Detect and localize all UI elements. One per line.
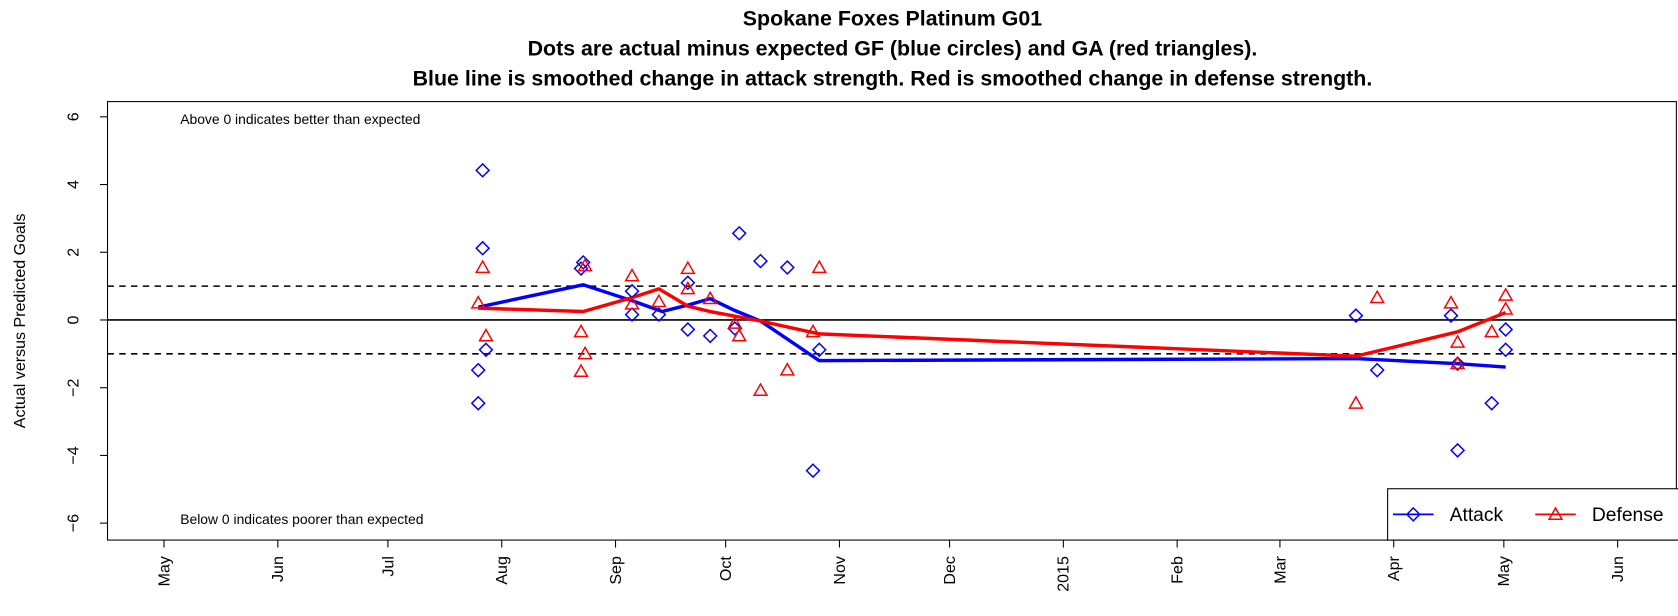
plot-frame: [106, 101, 1677, 541]
triangle-marker: [624, 296, 640, 310]
legend-label: Attack: [1450, 505, 1504, 526]
diamond-marker: [805, 463, 821, 479]
diamond-marker: [753, 253, 769, 269]
diamond-marker: [680, 321, 696, 337]
y-tick-label: −2: [65, 378, 83, 396]
x-tick-label: Mar: [1271, 555, 1289, 583]
x-tick-label: Jul: [379, 556, 397, 577]
y-axis-label: Actual versus Predicted Goals: [11, 213, 29, 428]
diamond-marker: [1348, 308, 1364, 324]
diamond-marker: [624, 307, 640, 323]
triangle-marker: [680, 280, 696, 295]
diamond-marker: [1484, 395, 1500, 411]
triangle-marker: [727, 315, 743, 329]
triangle-marker: [1449, 355, 1466, 370]
y-tick-label: 0: [65, 315, 83, 324]
annotation: Above 0 indicates better than expected: [180, 111, 420, 127]
triangle-marker: [577, 257, 593, 272]
y-tick-label: 2: [65, 248, 83, 257]
triangle-marker: [573, 363, 589, 378]
x-tick-label: Dec: [941, 556, 959, 585]
x-tick-label: Aug: [493, 556, 511, 585]
legend-label: Defense: [1592, 505, 1664, 526]
x-tick-label: 2015: [1055, 556, 1073, 592]
triangle-marker: [478, 327, 494, 342]
diamond-marker: [651, 307, 667, 323]
chart-title: Spokane Foxes Platinum G01: [743, 7, 1042, 31]
diamond-marker: [575, 254, 591, 270]
y-tick-label: −6: [65, 514, 83, 532]
x-tick-label: Oct: [717, 556, 735, 581]
triangle-marker: [731, 327, 747, 342]
triangle-marker: [1449, 334, 1466, 348]
chart-subtitle: Blue line is smoothed change in attack s…: [413, 67, 1373, 91]
x-tick-label: May: [155, 556, 173, 586]
triangle-marker: [702, 290, 718, 305]
triangle-marker: [1348, 395, 1364, 409]
triangle-marker: [1547, 506, 1564, 520]
x-tick-label: May: [1495, 556, 1513, 586]
x-tick-label: Jun: [1609, 556, 1627, 582]
x-tick-label: Jun: [269, 556, 287, 582]
triangle-marker: [752, 382, 769, 396]
diamond-marker: [573, 261, 589, 276]
triangle-marker: [1369, 289, 1385, 304]
diamond-marker: [470, 362, 486, 378]
diamond-marker: [1498, 342, 1514, 358]
chart-subtitle: Dots are actual minus expected GF (blue …: [528, 37, 1258, 61]
triangle-marker: [811, 259, 827, 274]
triangle-marker: [1497, 287, 1514, 301]
x-tick-label: Nov: [831, 556, 849, 585]
diamond-marker: [1450, 356, 1466, 372]
triangle-marker: [805, 323, 821, 338]
x-tick-label: Apr: [1385, 555, 1403, 581]
diamond-marker: [475, 162, 491, 178]
y-tick-label: −4: [65, 446, 83, 464]
diamond-marker: [731, 225, 747, 241]
diamond-marker: [680, 275, 696, 291]
triangle-marker: [624, 268, 640, 282]
x-tick-label: Sep: [607, 556, 625, 585]
x-tick-label: Feb: [1169, 556, 1187, 584]
diamond-marker: [779, 260, 795, 275]
diamond-marker: [1450, 442, 1466, 458]
legend-box: [1387, 488, 1678, 541]
triangle-marker: [1497, 301, 1514, 315]
triangle-marker: [470, 295, 486, 309]
triangle-marker: [1484, 323, 1500, 338]
triangle-marker: [651, 293, 667, 308]
triangle-marker: [680, 260, 696, 275]
y-tick-label: 6: [65, 112, 83, 121]
triangle-marker: [573, 323, 589, 338]
diamond-marker: [475, 240, 491, 256]
diamond-marker: [478, 342, 494, 358]
triangle-marker: [474, 259, 491, 274]
triangle-marker: [1443, 295, 1459, 309]
diamond-marker: [811, 342, 827, 358]
triangle-marker: [779, 362, 796, 376]
diamond-marker: [1369, 362, 1385, 378]
smoothed-line: [478, 286, 1507, 358]
diamond-marker: [1443, 308, 1459, 324]
annotation: Below 0 indicates poorer than expected: [180, 511, 423, 527]
diamond-marker: [470, 395, 486, 411]
diamond-marker: [1498, 321, 1514, 337]
diamond-marker: [1405, 506, 1421, 522]
diamond-marker: [702, 328, 718, 344]
y-tick-label: 4: [65, 180, 83, 189]
diamond-marker: [727, 320, 743, 336]
triangle-marker: [577, 345, 593, 360]
smoothed-line: [477, 283, 1506, 369]
